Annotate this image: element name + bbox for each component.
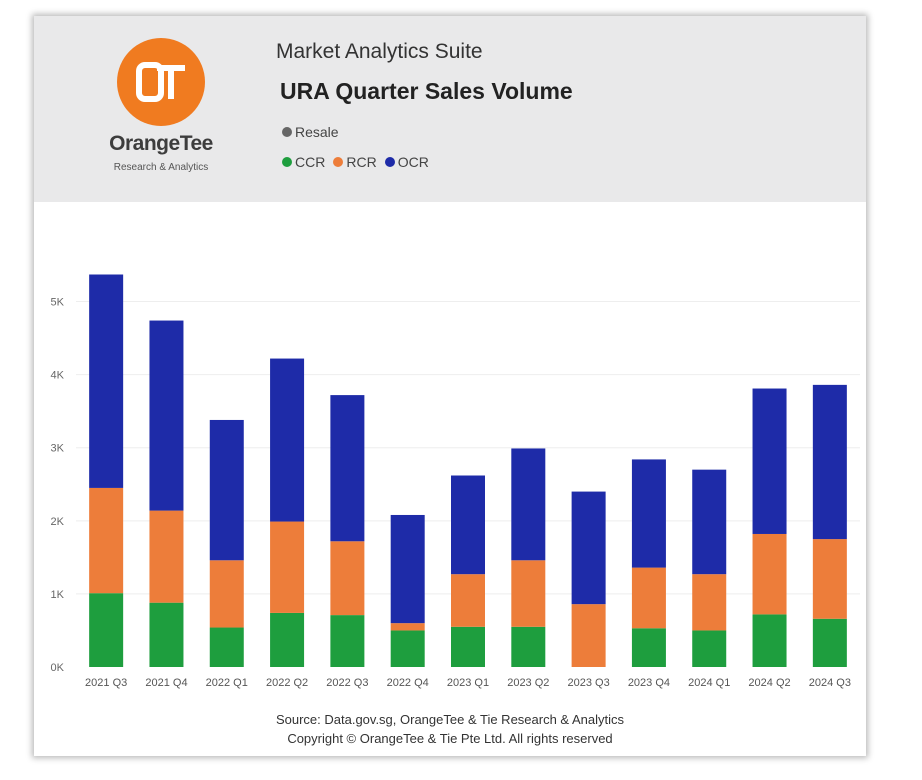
- bar-ocr: [209, 419, 244, 561]
- bar-ccr: [692, 630, 727, 667]
- bar-ccr: [270, 612, 305, 667]
- bar-ocr: [571, 491, 606, 605]
- y-tick-label: 4K: [51, 370, 65, 382]
- bar-ocr: [390, 514, 425, 624]
- bar-ocr: [451, 475, 485, 575]
- bar-rcr: [511, 560, 546, 627]
- x-tick-label: 2022 Q4: [387, 677, 429, 689]
- y-tick-label: 1K: [51, 589, 65, 601]
- chart-title: URA Quarter Sales Volume: [280, 78, 573, 104]
- bar-ccr: [631, 628, 666, 667]
- bar-ocr: [631, 459, 666, 568]
- legend-label-ocr: OCR: [397, 154, 429, 170]
- bar-rcr: [692, 574, 727, 631]
- bar-ccr: [149, 602, 184, 667]
- brand-subtitle: Research & Analytics: [113, 162, 209, 173]
- bar-rcr: [89, 487, 124, 594]
- legend-item-rcr[interactable]: RCR: [333, 154, 377, 170]
- bar-rcr: [812, 539, 847, 619]
- y-tick-label: 5K: [51, 297, 65, 309]
- bar-ocr: [511, 448, 546, 561]
- y-tick-label: 3K: [51, 443, 65, 455]
- suite-title: Market Analytics Suite: [276, 40, 483, 63]
- bar-rcr: [451, 574, 485, 627]
- bar-ccr: [209, 627, 244, 667]
- x-tick-label: 2023 Q1: [447, 677, 489, 689]
- y-tick-label: 2K: [51, 516, 65, 528]
- bar-ccr: [752, 614, 787, 667]
- plot-area: 0K 1K 2K 3K 4K 5K 2021 Q3 2021 Q4 2022 Q1 2022 Q2…: [34, 202, 866, 702]
- bar-ocr: [330, 395, 365, 542]
- bar-rcr: [209, 560, 244, 628]
- legend-dot-ocr: [384, 157, 395, 167]
- stacked-bar-chart: 0K 1K 2K 3K 4K 5K 2021 Q3 2021 Q4 2022 Q1 2022 Q2…: [51, 274, 860, 689]
- bar-ccr: [511, 626, 546, 667]
- x-tick-label: 2024 Q2: [748, 677, 790, 689]
- x-tick-label: 2022 Q3: [326, 677, 368, 689]
- bar-ocr: [692, 469, 727, 575]
- legend-item-ccr[interactable]: CCR: [282, 154, 325, 170]
- y-tick-label: 0K: [51, 662, 65, 674]
- x-tick-label: 2021 Q3: [85, 677, 127, 689]
- bar-rcr: [571, 604, 606, 667]
- legend-item-resale[interactable]: Resale: [282, 124, 339, 140]
- orangetee-logo: [117, 38, 205, 126]
- legend-dot-ccr: [282, 157, 292, 167]
- bar-ccr: [330, 615, 365, 667]
- bar-ccr: [89, 593, 124, 667]
- x-tick-label: 2024 Q1: [688, 677, 730, 689]
- copyright-note: Copyright © OrangeTee & Tie Pte Ltd. All…: [287, 731, 613, 746]
- logo-mark: [136, 62, 185, 102]
- legend-label-ccr: CCR: [295, 154, 326, 170]
- legend-row-region: CCR RCR OCR: [282, 154, 437, 170]
- legend-row-market: Resale: [282, 124, 347, 140]
- x-tick-label: 2022 Q2: [266, 677, 308, 689]
- bar-rcr: [752, 533, 787, 615]
- bar-rcr: [270, 521, 305, 613]
- source-note: Source: Data.gov.sg, OrangeTee & Tie Res…: [275, 712, 625, 727]
- x-tick-label: 2023 Q2: [507, 677, 549, 689]
- legend-label-rcr: RCR: [346, 154, 377, 170]
- bar-ocr: [752, 388, 787, 534]
- legend-dot-rcr: [333, 157, 344, 167]
- bar-rcr: [330, 541, 365, 616]
- x-tick-label: 2023 Q3: [568, 677, 610, 689]
- bar-ccr: [390, 630, 425, 667]
- legend-dot-resale: [282, 127, 292, 137]
- report-header: OrangeTee Research & Analytics Market An…: [34, 16, 866, 202]
- brand-name: OrangeTee: [109, 132, 213, 155]
- x-tick-label: 2021 Q4: [145, 677, 187, 689]
- legend-item-ocr[interactable]: OCR: [384, 154, 429, 170]
- report-card: OrangeTee Research & Analytics Market An…: [34, 16, 866, 756]
- bar-rcr: [631, 567, 666, 629]
- bar-ocr: [270, 358, 305, 522]
- legend-label-resale: Resale: [295, 124, 339, 140]
- x-tick-label: 2022 Q1: [206, 677, 248, 689]
- bar-ccr: [812, 618, 847, 667]
- x-tick-label: 2024 Q3: [809, 677, 851, 689]
- bar-ocr: [149, 320, 184, 511]
- bar-ocr: [812, 384, 847, 540]
- x-tick-label: 2023 Q4: [628, 677, 670, 689]
- bar-rcr: [149, 510, 184, 603]
- bar-ocr: [89, 274, 124, 488]
- bar-ccr: [451, 626, 485, 667]
- bar-rcr: [390, 623, 425, 631]
- report-footer: Source: Data.gov.sg, OrangeTee & Tie Res…: [34, 710, 866, 748]
